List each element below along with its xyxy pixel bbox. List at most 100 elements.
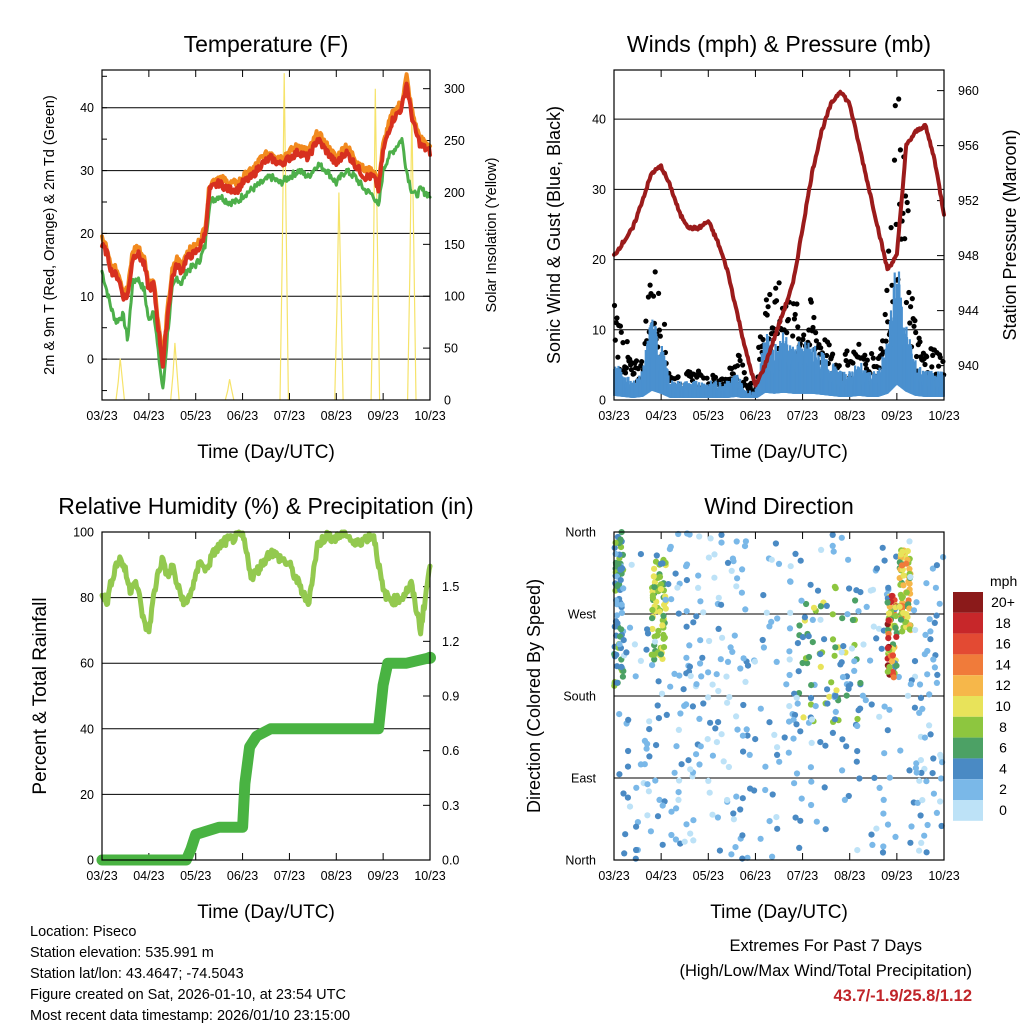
direction-point: [791, 711, 799, 719]
gust-point: [622, 370, 629, 376]
direction-point: [862, 697, 869, 704]
direction-point: [651, 656, 658, 663]
legend-swatch: [953, 612, 983, 634]
direction-point: [831, 716, 839, 723]
gust-point: [615, 354, 621, 360]
direction-point: [687, 830, 694, 837]
direction-point: [716, 847, 724, 854]
gust-point: [765, 304, 771, 310]
gust-point: [790, 333, 796, 339]
direction-point: [637, 657, 645, 665]
direction-point: [938, 775, 945, 782]
direction-point: [705, 777, 712, 785]
direction-point: [743, 726, 750, 733]
wind-xtick-label: 07/23: [787, 409, 818, 423]
gust-point: [675, 374, 681, 380]
gust-point: [826, 342, 832, 348]
direction-point: [817, 739, 824, 746]
direction-point: [686, 663, 694, 670]
solar-spike: [224, 379, 235, 401]
gust-point: [882, 311, 888, 318]
direction-point: [740, 655, 747, 662]
direction-point: [671, 769, 678, 776]
direction-point: [646, 726, 653, 733]
direction-point: [853, 758, 860, 765]
direction-point: [746, 751, 753, 759]
direction-point: [655, 627, 662, 635]
direction-point: [637, 761, 645, 768]
direction-point: [773, 658, 780, 666]
direction-point: [879, 849, 887, 856]
direction-point: [690, 817, 697, 824]
direction-point: [776, 758, 783, 765]
direction-point: [832, 708, 839, 716]
direction-point: [766, 818, 773, 825]
direction-point: [870, 623, 877, 630]
direction-point: [885, 610, 893, 617]
direction-point: [619, 673, 627, 680]
gust-point: [647, 282, 653, 288]
direction-point: [917, 757, 925, 764]
solar-spike: [170, 342, 180, 401]
wind-y2tick-label: 948: [958, 249, 979, 263]
temp-y2tick-label: 50: [444, 342, 458, 356]
direction-point: [681, 702, 688, 710]
direction-point: [707, 719, 714, 726]
rh-plot-border: [101, 531, 431, 861]
legend-label: 12: [995, 677, 1011, 693]
direction-point: [797, 557, 804, 564]
direction-point: [808, 716, 816, 723]
direction-point: [713, 739, 721, 746]
direction-point: [657, 651, 665, 658]
direction-point: [899, 628, 906, 635]
direction-point: [814, 587, 822, 594]
direction-point: [868, 831, 875, 838]
direction-point: [839, 736, 846, 743]
rh-xtick-label: 09/23: [368, 869, 399, 883]
direction-point: [845, 683, 852, 690]
direction-point: [654, 702, 661, 709]
gust-point: [810, 324, 816, 331]
direction-point: [740, 748, 747, 755]
wind-ytick-label: 0: [599, 394, 606, 408]
direction-point: [649, 662, 656, 669]
direction-point: [687, 672, 694, 680]
direction-point: [924, 821, 931, 829]
direction-point: [668, 831, 675, 839]
direction-point: [734, 575, 741, 582]
direction-point: [853, 587, 860, 594]
direction-point: [700, 609, 707, 616]
speed-legend: mph 20+ 18 16 14 12 10 8 6 4 2 0: [953, 573, 1017, 821]
gust-point: [883, 338, 889, 344]
direction-point: [786, 656, 793, 663]
gust-point: [850, 360, 856, 366]
direction-point: [898, 594, 906, 602]
direction-point: [774, 615, 781, 622]
gust-point: [737, 357, 743, 364]
direction-point: [620, 585, 627, 592]
direction-point: [921, 734, 929, 741]
wind-y2label: Station Pressure (Maroon): [1000, 129, 1020, 340]
direction-point: [796, 844, 803, 852]
direction-point: [933, 562, 941, 569]
dir-ytick-label: North: [565, 854, 596, 868]
direction-point: [924, 671, 931, 678]
direction-point: [880, 796, 887, 804]
gust-point: [913, 329, 919, 336]
rh-xlabel: Time (Day/UTC): [197, 902, 335, 923]
direction-point: [696, 761, 703, 768]
rh-title: Relative Humidity (%) & Precipitation (i…: [58, 493, 473, 519]
direction-point: [832, 692, 839, 700]
direction-point: [724, 699, 731, 706]
direction-point: [720, 758, 727, 765]
dir-xtick-label: 08/23: [834, 869, 865, 883]
direction-point: [807, 581, 814, 588]
temp-ytick-label: 30: [80, 164, 94, 178]
direction-point: [896, 603, 903, 610]
dewpoint-series: [100, 137, 432, 390]
direction-point: [668, 808, 675, 815]
direction-point: [860, 641, 867, 648]
temp-xtick-label: 08/23: [321, 409, 352, 423]
direction-point: [932, 584, 940, 591]
